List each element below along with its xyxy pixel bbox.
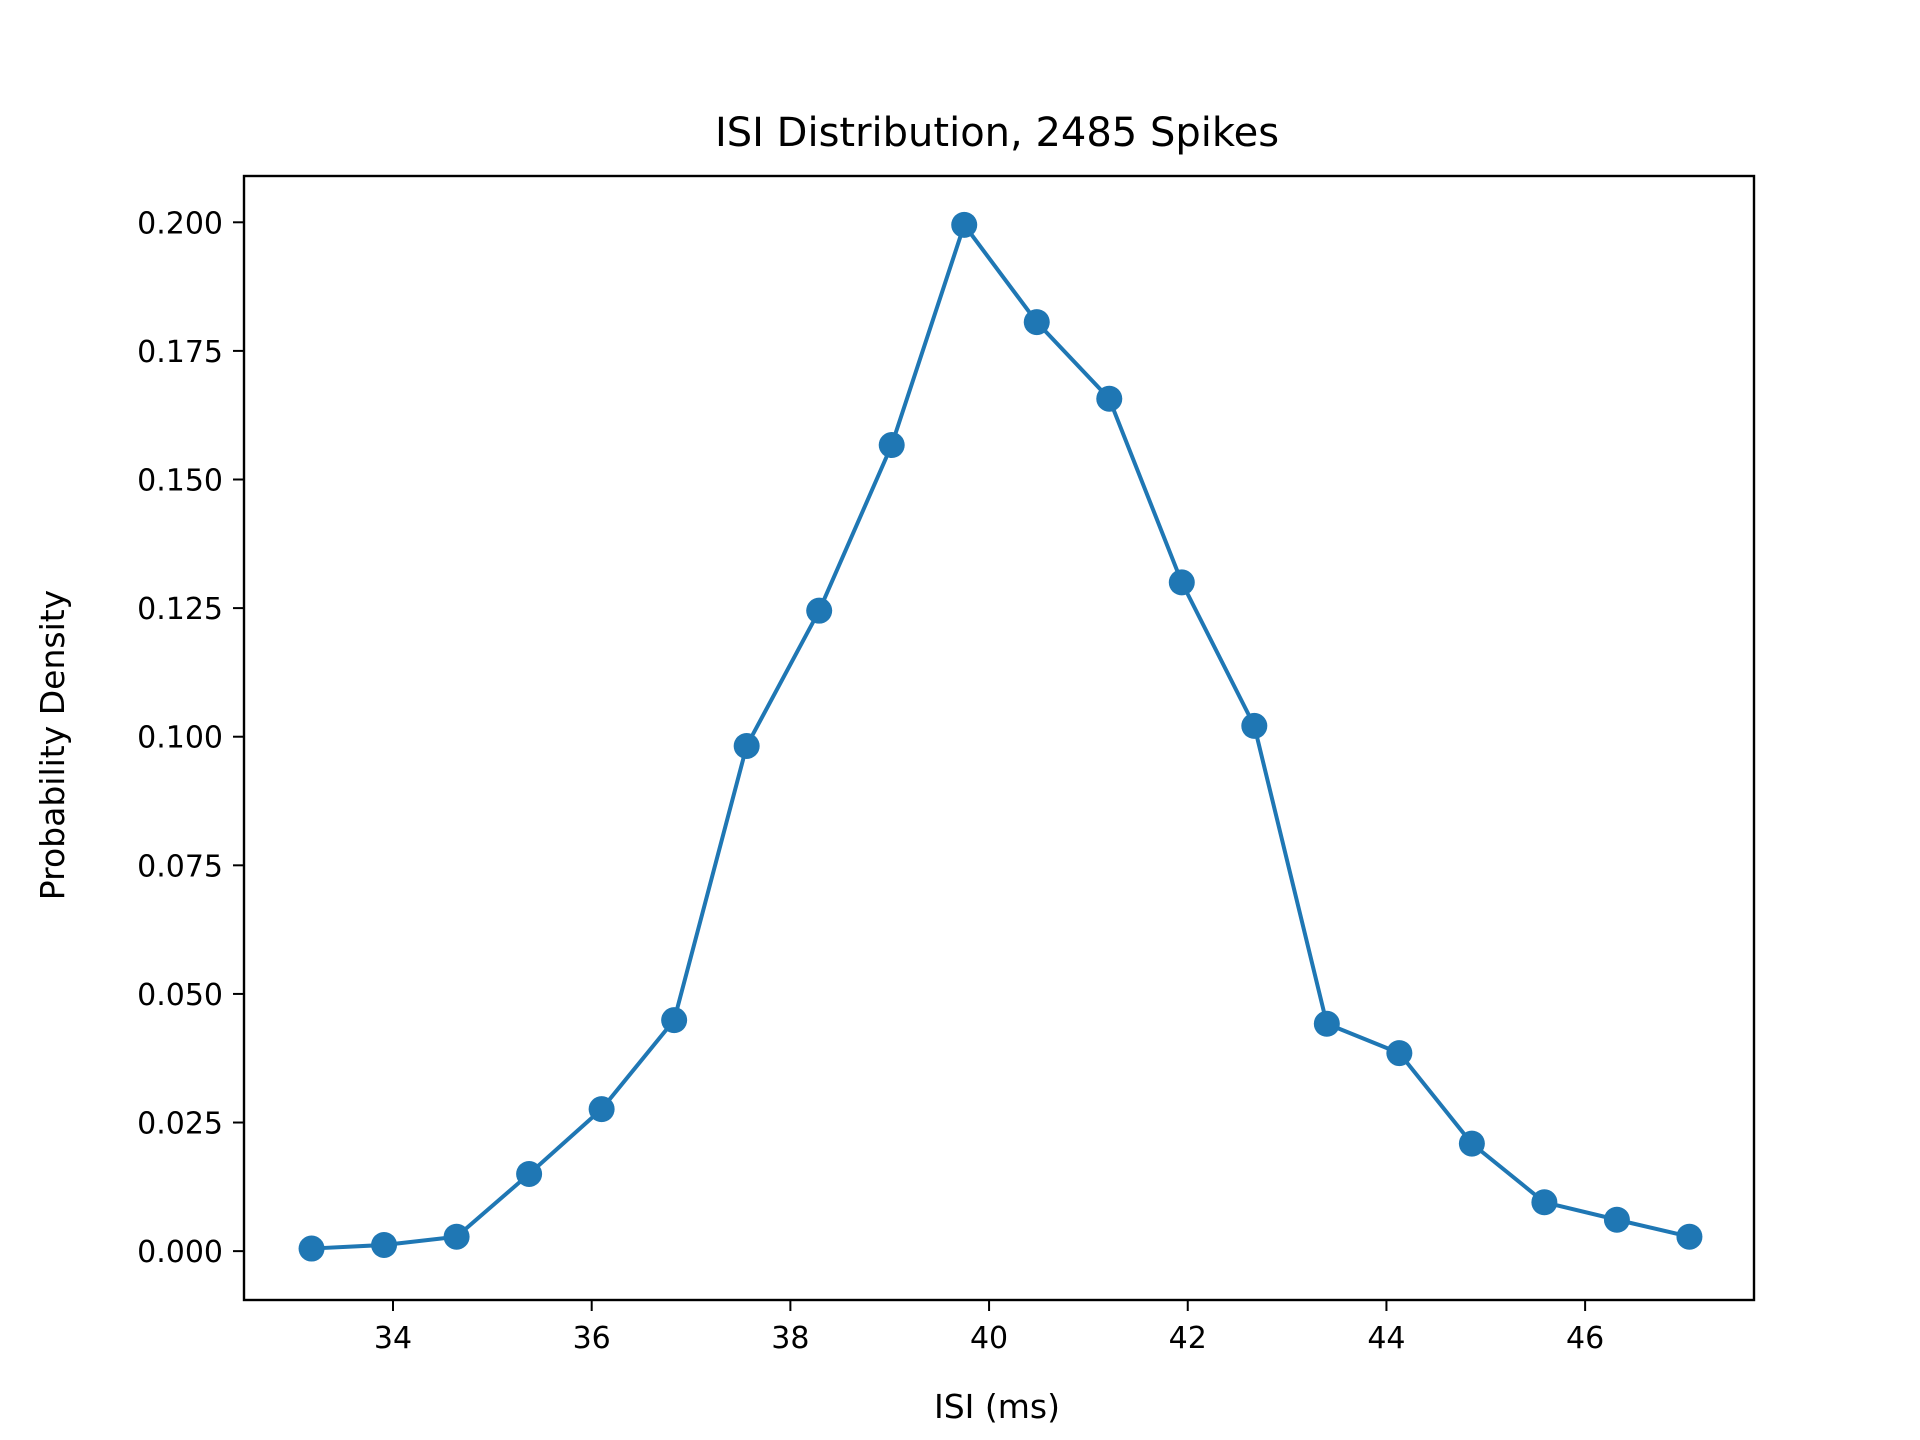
data-point-14 bbox=[1313, 1010, 1340, 1037]
data-point-6 bbox=[733, 732, 760, 759]
data-point-0 bbox=[298, 1235, 325, 1262]
data-point-7 bbox=[806, 597, 833, 624]
data-point-18 bbox=[1603, 1206, 1630, 1233]
data-point-16 bbox=[1458, 1130, 1485, 1157]
x-tick-label-0: 34 bbox=[374, 1321, 412, 1356]
plot-area: 34 36 38 40 42 44 46 0.000 0.025 0.050 0.075 0.100 0… bbox=[137, 174, 1756, 1356]
data-point-13 bbox=[1241, 712, 1268, 739]
data-point-2 bbox=[443, 1223, 470, 1250]
x-tick-label-4: 42 bbox=[1169, 1321, 1207, 1356]
data-point-5 bbox=[661, 1007, 688, 1034]
series-0-line bbox=[309, 222, 1692, 1251]
data-point-8 bbox=[878, 432, 905, 459]
plot-frame bbox=[242, 174, 1756, 1302]
y-tick-label-1: 0.025 bbox=[137, 1107, 223, 1142]
data-point-11 bbox=[1096, 385, 1123, 412]
y-tick-label-7: 0.175 bbox=[137, 335, 223, 370]
data-point-12 bbox=[1168, 569, 1195, 596]
data-point-10 bbox=[1023, 309, 1050, 336]
data-point-15 bbox=[1386, 1040, 1413, 1067]
chart-title: ISI Distribution, 2485 Spikes bbox=[715, 110, 1279, 156]
data-point-9 bbox=[951, 211, 978, 238]
x-tick-label-2: 38 bbox=[771, 1321, 809, 1356]
data-point-17 bbox=[1531, 1189, 1558, 1216]
y-axis-title: Probability Density bbox=[33, 590, 72, 900]
y-tick-label-2: 0.050 bbox=[137, 978, 223, 1013]
data-point-3 bbox=[516, 1160, 543, 1187]
x-tick-label-5: 44 bbox=[1367, 1321, 1405, 1356]
y-tick-label-0: 0.000 bbox=[137, 1235, 223, 1270]
y-tick-label-5: 0.125 bbox=[137, 592, 223, 627]
y-tick-label-8: 0.200 bbox=[137, 206, 223, 241]
y-tick-label-4: 0.100 bbox=[137, 721, 223, 756]
data-point-1 bbox=[371, 1231, 398, 1258]
y-tick-label-6: 0.150 bbox=[137, 464, 223, 499]
x-axis-title: ISI (ms) bbox=[934, 1387, 1060, 1426]
x-tick-label-6: 46 bbox=[1566, 1321, 1604, 1356]
data-point-19 bbox=[1676, 1223, 1703, 1250]
x-tick-label-3: 40 bbox=[970, 1321, 1008, 1356]
y-tick-label-3: 0.075 bbox=[137, 849, 223, 884]
data-point-4 bbox=[588, 1096, 615, 1123]
x-tick-label-1: 36 bbox=[573, 1321, 611, 1356]
